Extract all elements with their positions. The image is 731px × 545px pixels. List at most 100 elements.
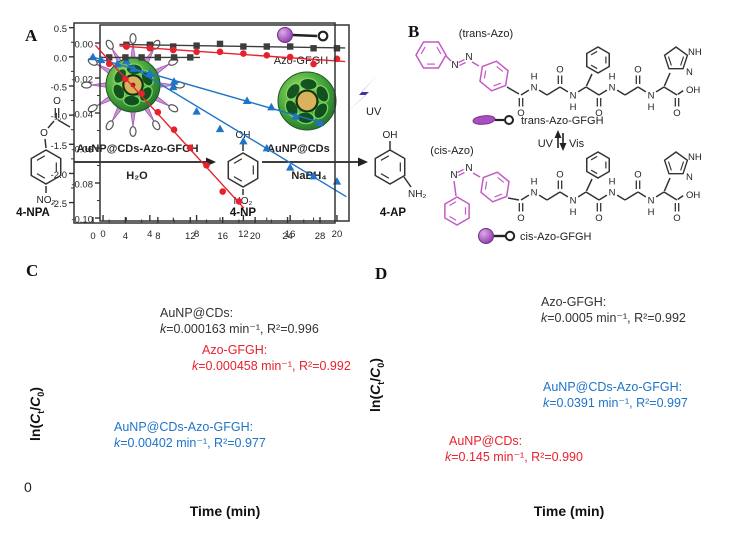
imidazole-n-label: N [686,172,693,183]
annotation-d-aunp-cds-azo-gfgh: AuNP@CDs-Azo-GFGH: k=0.0391 min⁻¹, R²=0.… [543,380,688,410]
data-point [169,82,178,91]
arrow1-catalyst-black: AuNP@CDs- [77,143,144,155]
data-point [186,144,194,152]
double-bond [667,161,672,171]
y-tick-label: -0.08 [71,180,93,191]
data-point [310,45,317,52]
spike-tip [129,33,137,44]
double-bond [420,46,426,55]
down-arrow-head [559,143,567,151]
carbonyl-o-label: O [556,170,563,181]
spike-tip [81,81,92,89]
carbonyl-o-label: O [634,65,641,76]
data-point [122,54,129,61]
data-point [187,54,194,61]
data-point [216,40,224,48]
data-point [170,43,177,50]
data-point [267,102,276,111]
fit-line [123,61,347,198]
amide-h-label: H [531,177,538,188]
cis-ball [478,228,494,244]
double-bond [483,70,487,79]
fit-line [90,55,325,125]
amide-n-label: N [570,91,577,102]
x-tick-label: 16 [217,231,228,242]
bond [663,177,671,192]
bond [585,73,593,87]
benzene-ring [479,60,509,92]
benzene-ring [585,151,611,179]
kinetics-plot-c: 0 4 8 12 16 200.00-0.02-0.04-0.06-0.08-0.10 [71,24,350,240]
data-point [193,48,200,56]
data-point [113,59,122,68]
data-point [203,161,210,169]
x-tick-label: 20 [332,229,343,240]
panel-a-label: A [25,26,38,45]
double-bond [380,155,390,161]
data-point [122,75,129,83]
spike-tip [129,126,137,137]
data-point [105,54,113,61]
benzene-ring [480,171,510,203]
bond [445,55,452,62]
uv-vis-vis-label: Vis [569,138,585,150]
imidazole-n-label: N [686,67,693,78]
trans-azo-gfgh-name: trans-Azo-GFGH [521,115,604,127]
data-point [219,188,227,195]
data-point [286,43,294,50]
data-point [129,64,138,72]
data-point [242,96,252,104]
bond [458,58,465,64]
amide-h-label: H [609,177,616,188]
amide-h-label: H [570,102,577,113]
ester-o-label: O [40,128,48,139]
data-point [263,43,270,50]
bond [458,171,465,177]
arrow2-catalyst-black: @CDs [297,143,330,155]
bond [520,194,530,201]
bond [655,191,665,198]
benzene-ring [30,149,62,185]
data-point [170,126,178,134]
plot-c-y-axis-title: ln(Ct/C0) [27,387,46,441]
plot-d-x-axis-title: Time (min) [533,503,605,519]
data-point [169,46,177,54]
bond [44,138,47,149]
y-tick-label: -1.0 [51,112,67,123]
amide-n-label: N [570,196,577,207]
fit-line [94,44,245,209]
reaction-scheme: NNNHNHNHNHOOOOOOHNHNNNNHNHNHNHOOOOOOHNHN… [16,27,702,244]
data-point [333,45,341,52]
data-point [193,42,200,49]
bond [624,191,639,201]
carbonyl-o-label: O [517,108,524,119]
spike-tip [152,120,161,131]
reaction-arrow-head [358,157,368,167]
y-tick-label: 0.00 [75,40,94,51]
amide-n-label: N [609,83,616,94]
bond [585,86,600,96]
data-point [315,118,325,127]
trans-ellipse [472,115,496,125]
imidazole-nh-label: NH [688,152,702,163]
x-tick-label: 8 [194,229,199,240]
bond [624,86,639,96]
x-tick-label: 12 [238,229,249,240]
double-bond [484,181,488,190]
panel-b-label: B [408,22,420,41]
data-point [285,163,295,171]
amide-h-label: H [648,207,655,218]
double-bond [590,155,598,161]
bond [598,89,608,96]
data-point [310,60,317,68]
bond [616,89,626,96]
bond [663,72,671,87]
uv-vis-equilibrium-arrows [554,130,567,151]
azo-n-label: N [450,170,457,181]
data-point [215,124,225,133]
spike-tip [105,39,114,50]
bond [471,61,480,67]
